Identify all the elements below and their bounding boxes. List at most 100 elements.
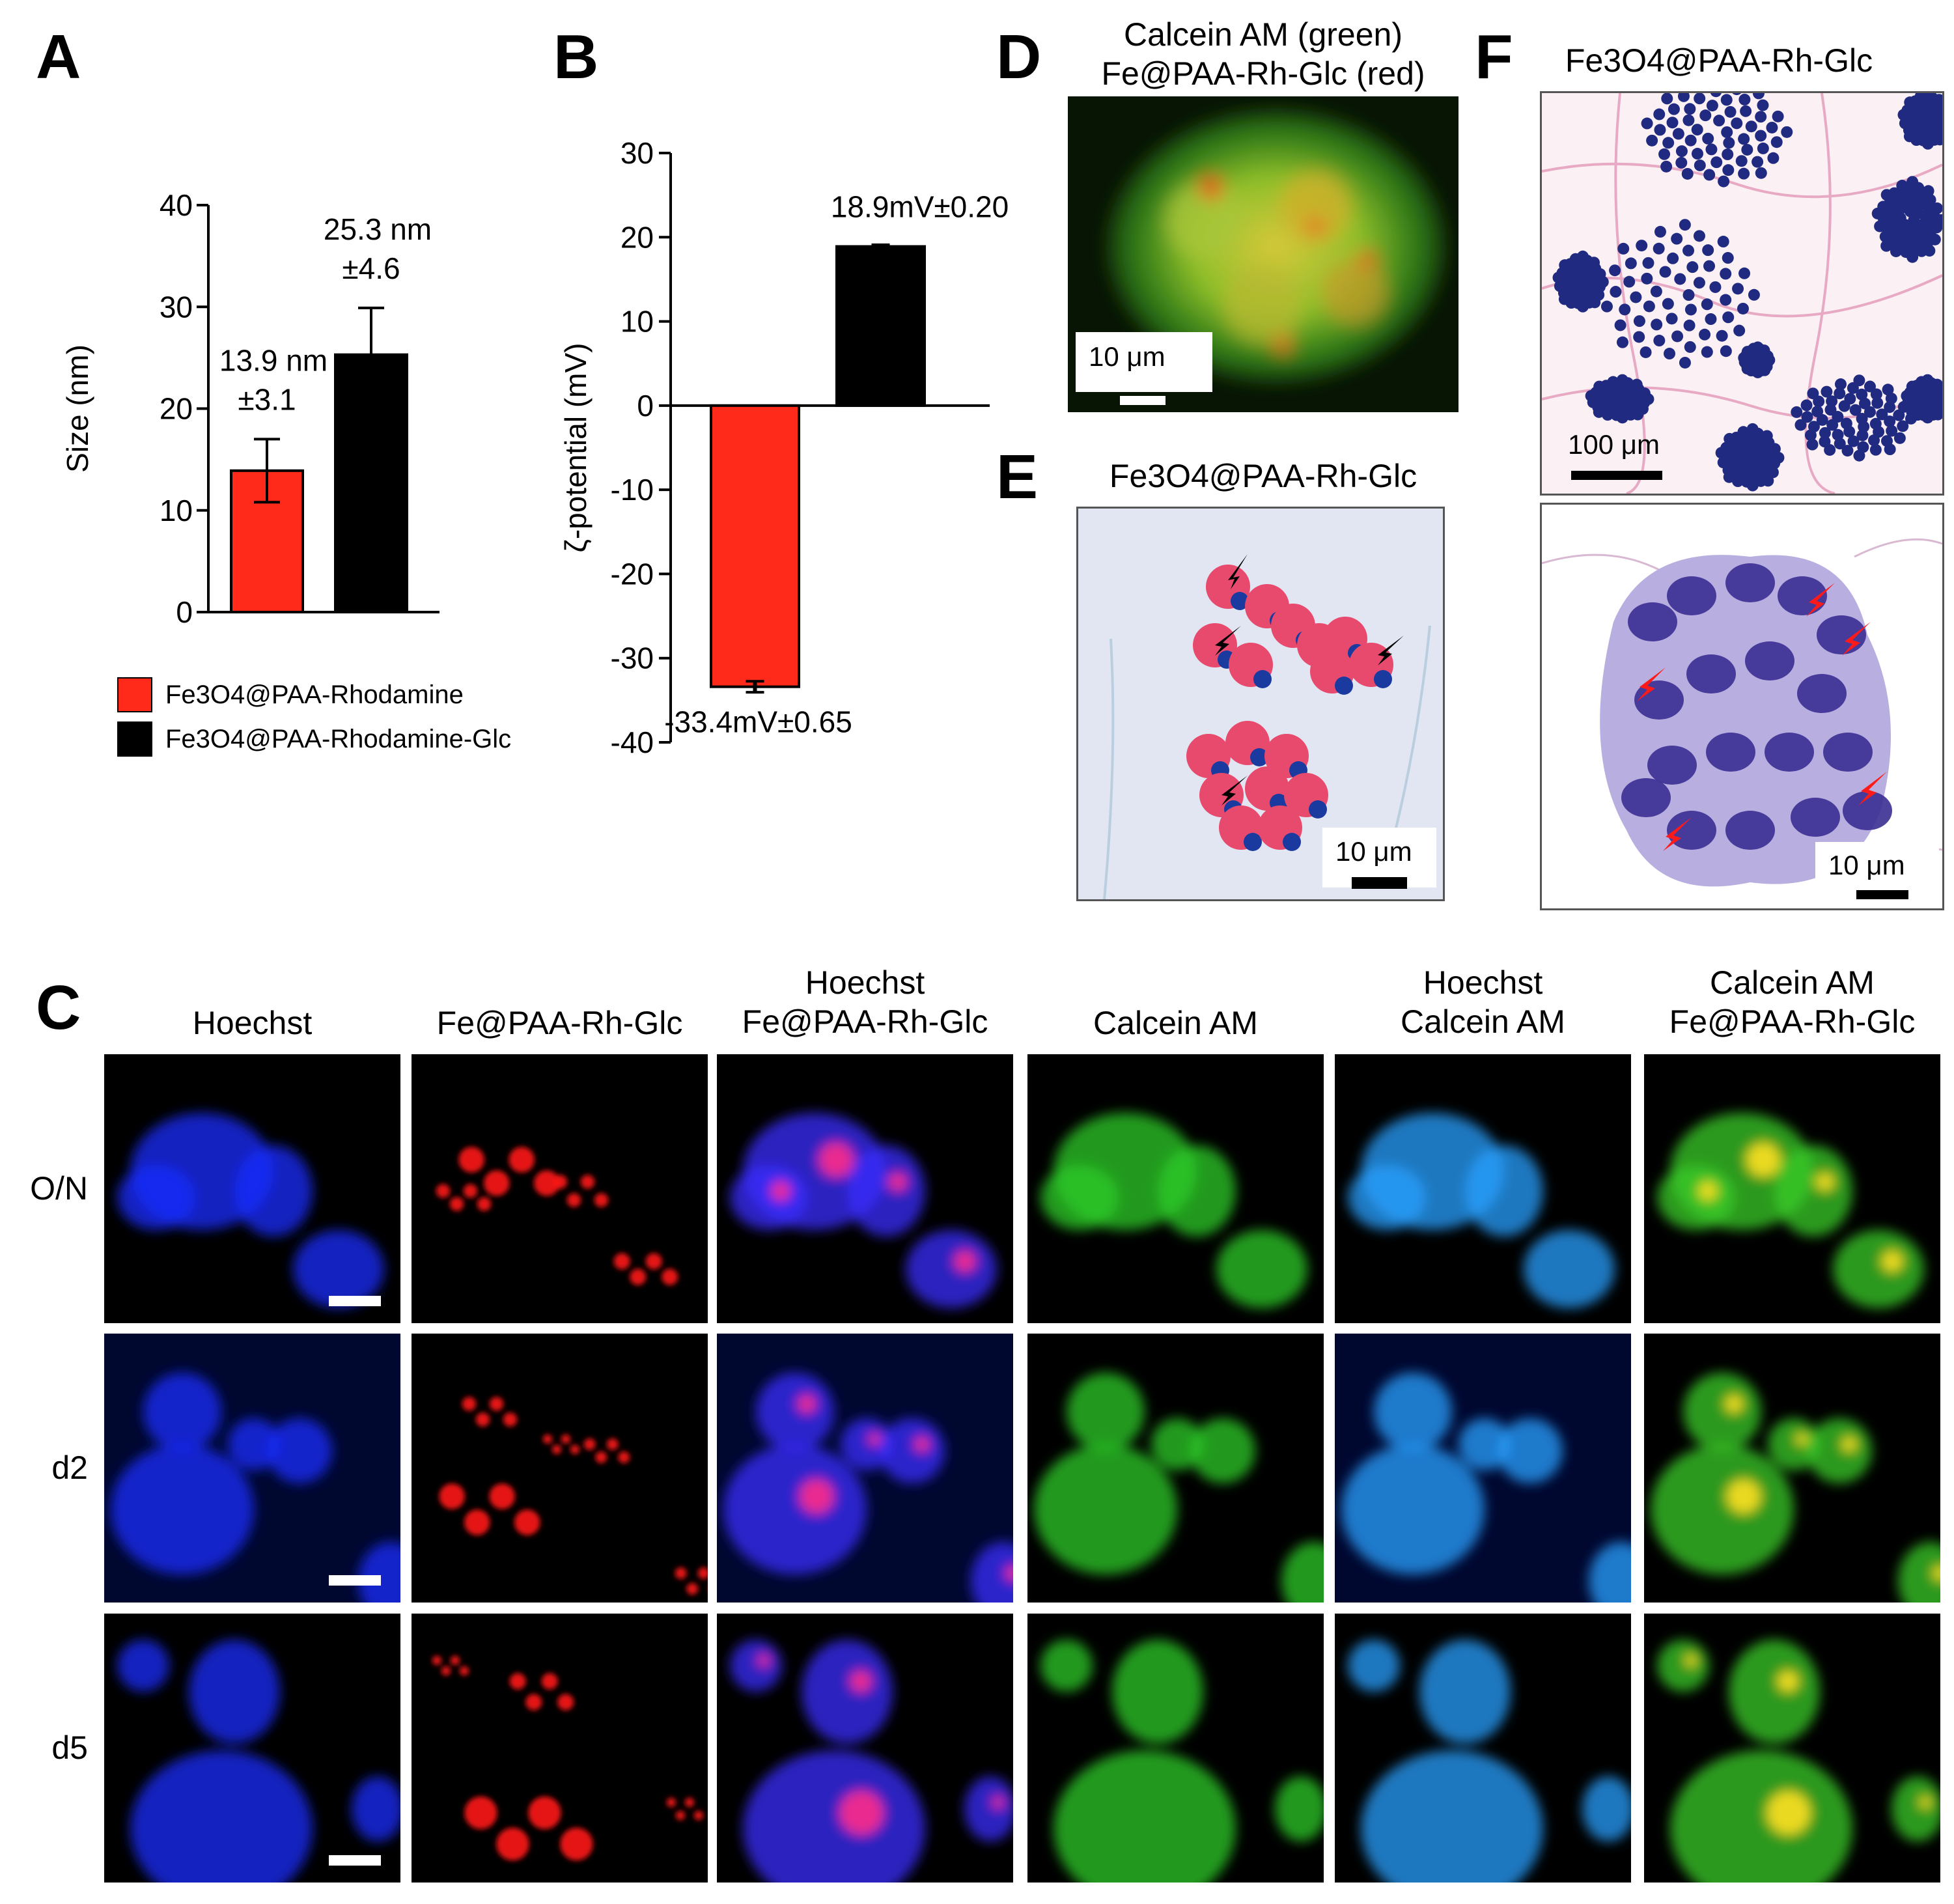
cell-dot xyxy=(1633,331,1645,343)
micrograph-tile xyxy=(1027,1334,1324,1603)
legend-swatch-black xyxy=(117,721,152,757)
particle xyxy=(553,1175,568,1189)
cell-dot xyxy=(1748,288,1760,301)
cell-dot xyxy=(1766,121,1778,133)
scale-bar xyxy=(329,1855,381,1866)
y-tick-label: 20 xyxy=(621,220,654,254)
particle xyxy=(693,1810,704,1821)
cell xyxy=(1634,680,1684,720)
cell-dot xyxy=(1684,103,1696,115)
cell-dot xyxy=(1717,236,1729,248)
cell-dot xyxy=(1929,233,1941,245)
cell-dot xyxy=(1924,193,1936,206)
cell-dot xyxy=(1552,272,1565,284)
overlap-spot xyxy=(1684,1654,1697,1667)
cell xyxy=(1621,778,1671,817)
cell-dot xyxy=(1694,93,1706,105)
cell xyxy=(1778,576,1827,615)
cell-dot xyxy=(1746,423,1759,435)
data-label: ±4.6 xyxy=(342,251,400,285)
cell-dot xyxy=(1738,352,1750,364)
cell xyxy=(1725,811,1775,850)
y-tick-label: -10 xyxy=(611,473,654,507)
cell-dot xyxy=(1559,259,1571,272)
y-tick-label: 10 xyxy=(621,305,654,339)
particle xyxy=(560,1827,593,1861)
cell-dot xyxy=(1897,420,1909,432)
cell-dot xyxy=(1834,378,1847,391)
micrograph-tile xyxy=(412,1614,708,1883)
cell-dot xyxy=(1588,257,1600,269)
cell-dot xyxy=(1816,413,1828,426)
overlap-spot xyxy=(1880,1250,1904,1273)
panel-f-top-scale-bar xyxy=(1571,471,1662,480)
cell-dot xyxy=(1832,428,1844,441)
cell-dot xyxy=(1600,300,1613,313)
iron-deposit xyxy=(1374,670,1392,688)
cell-dot xyxy=(1733,324,1746,337)
cell xyxy=(1745,641,1794,680)
particle xyxy=(458,1147,485,1173)
particle xyxy=(489,1397,504,1411)
particle xyxy=(684,1797,695,1808)
particle xyxy=(436,1184,451,1198)
cell-cluster xyxy=(1898,1542,1940,1603)
micrograph-tile xyxy=(1335,1334,1631,1603)
y-tick-label: 10 xyxy=(160,494,193,527)
column-label: Fe@PAA-Rh-Glc xyxy=(1669,1003,1916,1040)
cell-cluster xyxy=(1348,1640,1400,1692)
cell-cluster xyxy=(1034,1444,1177,1575)
cell-dot xyxy=(1671,330,1684,343)
particle xyxy=(675,1567,687,1579)
particle xyxy=(463,1184,478,1198)
cell-dot xyxy=(1677,93,1690,102)
micrograph-tile xyxy=(1644,1334,1940,1603)
cell-cluster xyxy=(1651,1444,1794,1575)
panel-f-top-image: 100 μm xyxy=(1540,91,1944,496)
particle xyxy=(570,1444,580,1455)
cell-dot xyxy=(1653,242,1665,255)
cell-dot xyxy=(1674,273,1686,285)
overlap-spot xyxy=(953,1250,977,1273)
cell-dot xyxy=(1772,451,1785,464)
particle xyxy=(697,1567,708,1579)
panel-letter-f: F xyxy=(1475,22,1513,92)
overlap-spot xyxy=(1766,1790,1811,1836)
cell-dot xyxy=(1576,300,1589,313)
iron-deposit xyxy=(1253,670,1272,688)
cell-dot xyxy=(1724,105,1737,118)
cell-cluster xyxy=(228,1418,280,1470)
cell-dot xyxy=(1757,142,1769,154)
y-tick-label: 0 xyxy=(637,389,654,423)
cell-dot xyxy=(1585,389,1597,402)
cell-dot xyxy=(1653,108,1666,120)
overlap-spot xyxy=(1815,1172,1835,1192)
cell-dot xyxy=(1880,189,1893,201)
cell-dot xyxy=(1871,207,1884,219)
cell-dot xyxy=(1781,126,1793,138)
y-tick-label: 30 xyxy=(160,290,193,324)
particle xyxy=(462,1397,477,1411)
cell-dot xyxy=(1933,94,1942,106)
cell-dot xyxy=(1732,283,1744,295)
cell-dot xyxy=(1768,443,1781,455)
cell-dot xyxy=(1834,387,1846,400)
cell-dot xyxy=(1755,167,1767,179)
cell-cluster xyxy=(111,1444,254,1575)
iron-deposit xyxy=(1309,800,1327,819)
cell-dot xyxy=(1858,421,1870,433)
cell-dot xyxy=(1932,408,1942,421)
overlap-spot xyxy=(888,1172,908,1192)
cell-dot xyxy=(1610,286,1622,298)
scale-bar xyxy=(329,1296,381,1306)
cell-dot xyxy=(1630,291,1642,303)
data-label: ±3.1 xyxy=(238,382,296,416)
cell-dot xyxy=(1668,103,1680,115)
particle xyxy=(645,1253,662,1270)
particle xyxy=(509,1673,526,1690)
cell-dot xyxy=(1709,281,1722,293)
cell-cluster xyxy=(1807,1418,1872,1483)
overlap-spot xyxy=(1919,1796,1932,1809)
cell-cluster xyxy=(847,1145,925,1237)
cell-dot xyxy=(1642,393,1654,405)
